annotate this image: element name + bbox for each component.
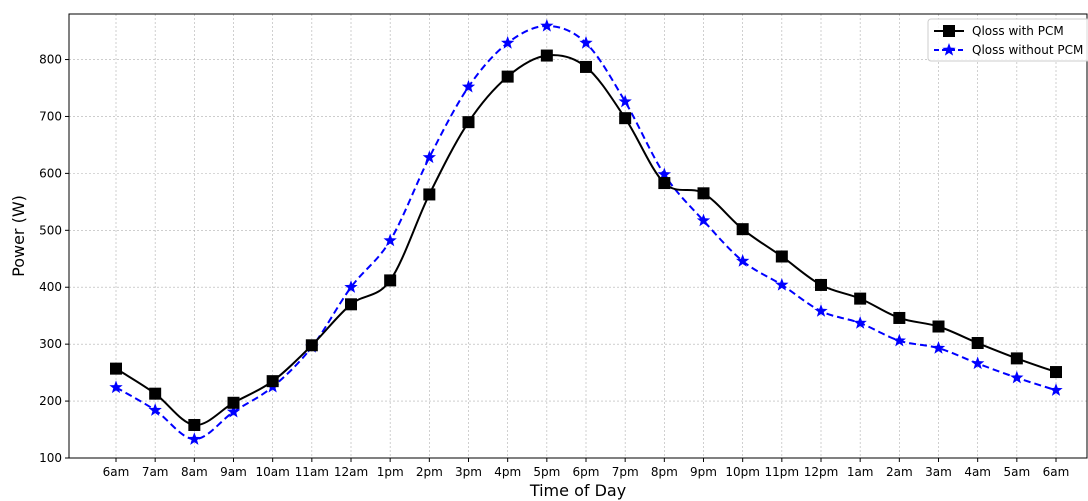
data-point-with-pcm <box>971 337 984 350</box>
x-tick-label: 3am <box>925 465 952 479</box>
axes: 6am 7am 8am 9am 10am 11am 12am 1pm 2pm 3pm 4pm 5pm 6… <box>39 53 1069 479</box>
data-point-with-pcm <box>501 70 514 83</box>
x-tick-label: 2pm <box>416 465 443 479</box>
data-point-without-pcm <box>422 150 436 164</box>
data-point-with-pcm <box>619 112 632 125</box>
data-point-without-pcm <box>226 404 241 418</box>
y-tick-label: 500 <box>39 223 62 237</box>
data-point-without-pcm <box>540 18 554 32</box>
data-point-without-pcm <box>853 316 867 329</box>
legend-marker-with-pcm <box>943 25 955 37</box>
x-tick-label: 6am <box>1043 465 1070 479</box>
series-layer <box>109 18 1063 445</box>
data-point-with-pcm <box>815 278 827 291</box>
legend-label-without-pcm: Qloss without PCM <box>972 43 1083 57</box>
x-tick-label: 7pm <box>612 465 639 479</box>
x-tick-label: 4pm <box>494 465 521 479</box>
data-point-with-pcm <box>697 187 710 200</box>
legend-box <box>927 18 1088 62</box>
y-tick-label: 300 <box>39 337 62 351</box>
data-point-without-pcm <box>775 277 789 291</box>
data-point-with-pcm <box>305 339 318 352</box>
data-point-with-pcm <box>462 116 475 129</box>
data-point-with-pcm <box>1050 366 1062 379</box>
y-tick-label: 200 <box>39 394 62 408</box>
data-point-without-pcm <box>814 304 828 317</box>
series-with-pcm <box>110 49 1062 431</box>
x-tick-label: 9am <box>220 465 247 479</box>
data-point-without-pcm <box>344 280 358 293</box>
x-tick-label: 12am <box>334 465 368 479</box>
y-tick-label: 700 <box>39 109 62 123</box>
x-tick-label: 4am <box>964 465 991 479</box>
data-point-with-pcm <box>854 292 867 305</box>
x-tick-label: 12pm <box>804 465 839 479</box>
data-point-without-pcm <box>736 254 750 267</box>
data-point-with-pcm <box>188 418 201 431</box>
data-point-without-pcm <box>931 341 946 354</box>
data-point-with-pcm <box>423 188 436 201</box>
legend-marker-without-pcm <box>942 43 956 56</box>
data-point-with-pcm <box>658 177 671 190</box>
data-point-without-pcm <box>109 380 123 394</box>
x-axis-label: Time of Day <box>529 481 626 500</box>
y-axis-label: Power (W) <box>9 195 28 277</box>
data-point-with-pcm <box>932 320 945 333</box>
x-tick-label: 8pm <box>651 465 678 479</box>
data-point-without-pcm <box>971 356 985 370</box>
y-tick-label: 800 <box>39 53 62 67</box>
data-point-with-pcm <box>227 396 240 409</box>
x-tick-label: 6pm <box>573 465 600 479</box>
x-tick-label: 2am <box>886 465 913 479</box>
legend-label-with-pcm: Qloss with PCM <box>972 24 1064 38</box>
x-tick-label: 9pm <box>690 465 717 479</box>
data-point-with-pcm <box>580 60 592 73</box>
data-point-without-pcm <box>461 79 476 93</box>
x-tick-label: 5pm <box>533 465 560 479</box>
data-point-without-pcm <box>148 403 162 416</box>
data-point-with-pcm <box>540 49 553 62</box>
data-point-without-pcm <box>187 432 201 445</box>
data-point-without-pcm <box>618 94 632 108</box>
data-point-with-pcm <box>384 274 397 287</box>
x-tick-label: 6am <box>103 465 130 479</box>
x-tick-label: 5am <box>1003 465 1030 479</box>
data-point-without-pcm <box>657 167 671 181</box>
data-point-with-pcm <box>149 387 162 400</box>
data-point-with-pcm <box>110 362 122 375</box>
x-tick-label: 11pm <box>765 465 800 479</box>
x-tick-label: 11am <box>295 465 329 479</box>
x-tick-label: 8am <box>181 465 208 479</box>
y-tick-label: 400 <box>39 280 62 294</box>
x-tick-label: 7am <box>142 465 169 479</box>
x-tick-label: 1am <box>847 465 874 479</box>
data-point-without-pcm <box>383 233 397 247</box>
data-point-without-pcm <box>696 213 711 227</box>
data-point-without-pcm <box>579 36 593 49</box>
x-tick-label: 3pm <box>455 465 482 479</box>
data-point-without-pcm <box>892 333 906 347</box>
y-tick-label: 100 <box>39 451 62 465</box>
y-tick-label: 600 <box>39 166 62 180</box>
plot-frame <box>68 13 1088 459</box>
x-tick-label: 1pm <box>377 465 404 479</box>
data-point-with-pcm <box>893 311 906 324</box>
data-point-without-pcm <box>1010 370 1024 384</box>
x-tick-label: 10pm <box>725 465 760 479</box>
x-tick-label: 10am <box>256 465 290 479</box>
data-point-without-pcm <box>1049 383 1063 396</box>
data-point-with-pcm <box>736 223 749 236</box>
grid-lines <box>69 14 1087 459</box>
legend: Qloss with PCM Qloss without PCM <box>927 18 1088 62</box>
data-point-without-pcm <box>501 36 515 49</box>
data-point-with-pcm <box>345 298 357 311</box>
data-point-with-pcm <box>775 250 788 263</box>
data-point-with-pcm <box>266 375 279 388</box>
data-point-with-pcm <box>1010 352 1023 365</box>
